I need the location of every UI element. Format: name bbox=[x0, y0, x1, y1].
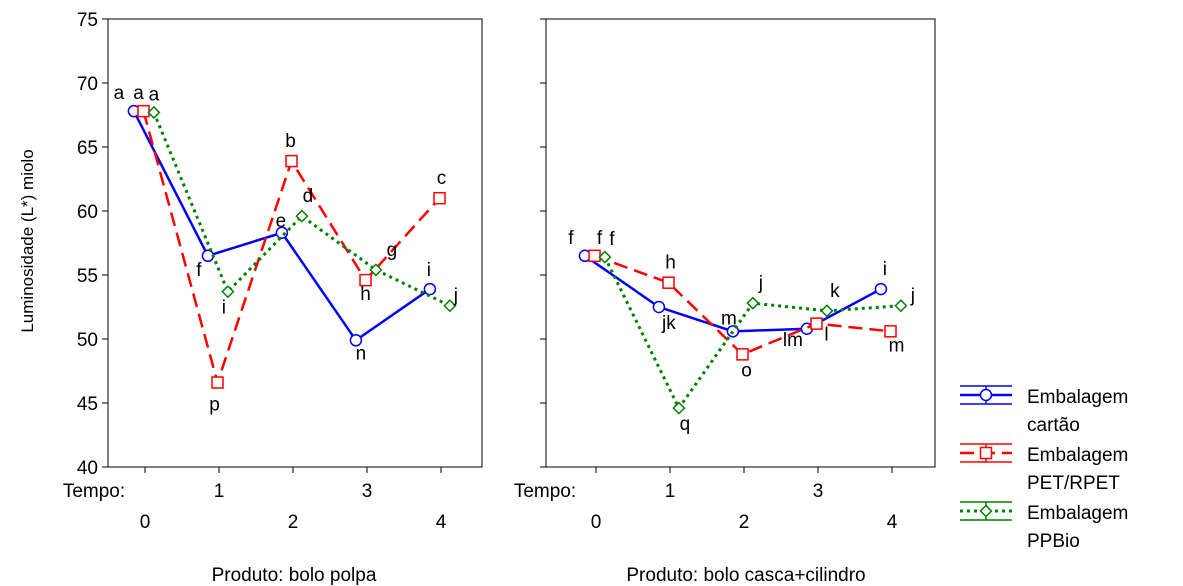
data-point-ppbio bbox=[443, 299, 457, 313]
significance-letter: h bbox=[665, 253, 676, 274]
x-axis-title: Tempo: bbox=[514, 481, 576, 502]
plot-frame bbox=[545, 18, 936, 468]
significance-letter: c bbox=[437, 168, 447, 189]
data-point-cartao bbox=[349, 334, 363, 347]
legend-marker-cartao bbox=[979, 388, 993, 402]
significance-letter: m bbox=[721, 308, 737, 329]
series-line-ppbio bbox=[603, 256, 901, 412]
significance-letter: e bbox=[276, 211, 287, 232]
x-tick-label: 0 bbox=[140, 512, 151, 533]
significance-letter: m bbox=[889, 335, 905, 356]
x-tick-label: 2 bbox=[288, 512, 299, 533]
x-tick-label: 2 bbox=[739, 512, 750, 533]
significance-letter: h bbox=[360, 284, 371, 305]
significance-letter: f bbox=[196, 260, 202, 281]
data-point-cartao bbox=[652, 300, 666, 314]
significance-letter: j bbox=[453, 286, 458, 307]
legend-label: Embalagem bbox=[1027, 445, 1128, 466]
panel-caption-bolo-polpa: Produto: bolo polpa bbox=[212, 565, 377, 586]
data-point-pet-rpet bbox=[433, 191, 446, 205]
significance-letter: j bbox=[758, 273, 763, 294]
legend-label-sub: PET/RPET bbox=[1027, 473, 1120, 494]
data-point-pet-rpet bbox=[810, 317, 823, 330]
data-point-pet-rpet bbox=[662, 276, 675, 289]
data-point-cartao bbox=[874, 282, 888, 296]
data-point-ppbio bbox=[295, 209, 309, 223]
y-tick-label: 75 bbox=[77, 10, 98, 31]
panel-bolo-polpa: 40 45 50 55 60 65 70 75 Tempo: 1 3 0 2 4 a f e n i a p b h c a i d… bbox=[63, 10, 483, 533]
significance-letter: i bbox=[222, 298, 226, 319]
legend-marker-ppbio bbox=[979, 504, 993, 518]
data-point-pet-rpet bbox=[588, 249, 601, 263]
x-tick-label: 1 bbox=[214, 481, 225, 502]
plot-frame bbox=[107, 18, 483, 468]
significance-letter: jk bbox=[661, 313, 676, 334]
data-point-ppbio bbox=[369, 263, 383, 277]
data-point-pet-rpet bbox=[137, 104, 150, 118]
significance-letter: a bbox=[149, 84, 160, 105]
y-tick-label: 70 bbox=[77, 74, 98, 95]
legend-label-sub: PPBio bbox=[1027, 531, 1080, 552]
significance-letter: q bbox=[680, 414, 691, 435]
significance-letter: f bbox=[568, 228, 574, 249]
y-tick-label: 60 bbox=[77, 202, 98, 223]
significance-letter: o bbox=[741, 360, 752, 381]
x-tick-label: 3 bbox=[362, 481, 373, 502]
data-point-pet-rpet bbox=[884, 325, 897, 338]
legend: Embalagem cartão Embalagem PET/RPET Embalage… bbox=[960, 385, 1128, 552]
significance-letter: i bbox=[883, 259, 887, 280]
significance-letter: f bbox=[609, 229, 615, 250]
data-point-pet-rpet bbox=[211, 376, 224, 389]
significance-letter: f bbox=[597, 228, 603, 249]
x-tick-label: 3 bbox=[813, 481, 824, 502]
y-tick-label: 65 bbox=[77, 138, 98, 159]
significance-letter: p bbox=[209, 395, 220, 416]
legend-label: Embalagem bbox=[1027, 503, 1128, 524]
data-point-ppbio bbox=[147, 105, 161, 120]
significance-letter: d bbox=[303, 186, 314, 207]
legend-label: Embalagem bbox=[1027, 387, 1128, 408]
x-tick-label: 1 bbox=[665, 481, 676, 502]
data-point-cartao bbox=[423, 282, 437, 296]
significance-letter: n bbox=[356, 343, 367, 364]
significance-letter: g bbox=[387, 240, 398, 261]
data-point-pet-rpet bbox=[285, 154, 298, 168]
data-point-ppbio bbox=[598, 250, 612, 264]
data-point-ppbio bbox=[894, 299, 908, 313]
y-tick-label: 40 bbox=[77, 458, 98, 479]
significance-letter: k bbox=[830, 281, 840, 302]
y-axis-label: Luminosidade (L*) miolo bbox=[18, 149, 37, 332]
legend-marker-pet-rpet bbox=[979, 446, 993, 460]
data-point-ppbio bbox=[820, 304, 834, 318]
data-point-pet-rpet bbox=[736, 348, 749, 361]
x-tick-label: 0 bbox=[591, 512, 602, 533]
significance-letter: b bbox=[285, 131, 296, 152]
panel-caption-bolo-casca-cilindro: Produto: bolo casca+cilindro bbox=[626, 565, 865, 586]
data-point-ppbio bbox=[672, 401, 686, 415]
y-tick-label: 55 bbox=[77, 266, 98, 287]
series-line-pet-rpet bbox=[594, 254, 891, 356]
significance-letter: a bbox=[114, 83, 125, 104]
x-tick-label: 4 bbox=[436, 512, 447, 533]
legend-label-sub: cartão bbox=[1027, 415, 1080, 436]
y-tick-label: 50 bbox=[77, 330, 98, 351]
data-point-ppbio bbox=[746, 296, 760, 310]
significance-letter: l bbox=[824, 325, 828, 346]
y-tick-label: 45 bbox=[77, 394, 98, 415]
x-axis-title: Tempo: bbox=[63, 481, 125, 502]
significance-letter: i bbox=[427, 260, 431, 281]
data-point-cartao bbox=[726, 325, 740, 338]
significance-letter: j bbox=[910, 286, 915, 307]
data-point-ppbio bbox=[221, 285, 235, 299]
significance-letter: a bbox=[133, 83, 144, 104]
x-tick-label: 4 bbox=[887, 512, 898, 533]
data-point-pet-rpet bbox=[359, 273, 372, 287]
